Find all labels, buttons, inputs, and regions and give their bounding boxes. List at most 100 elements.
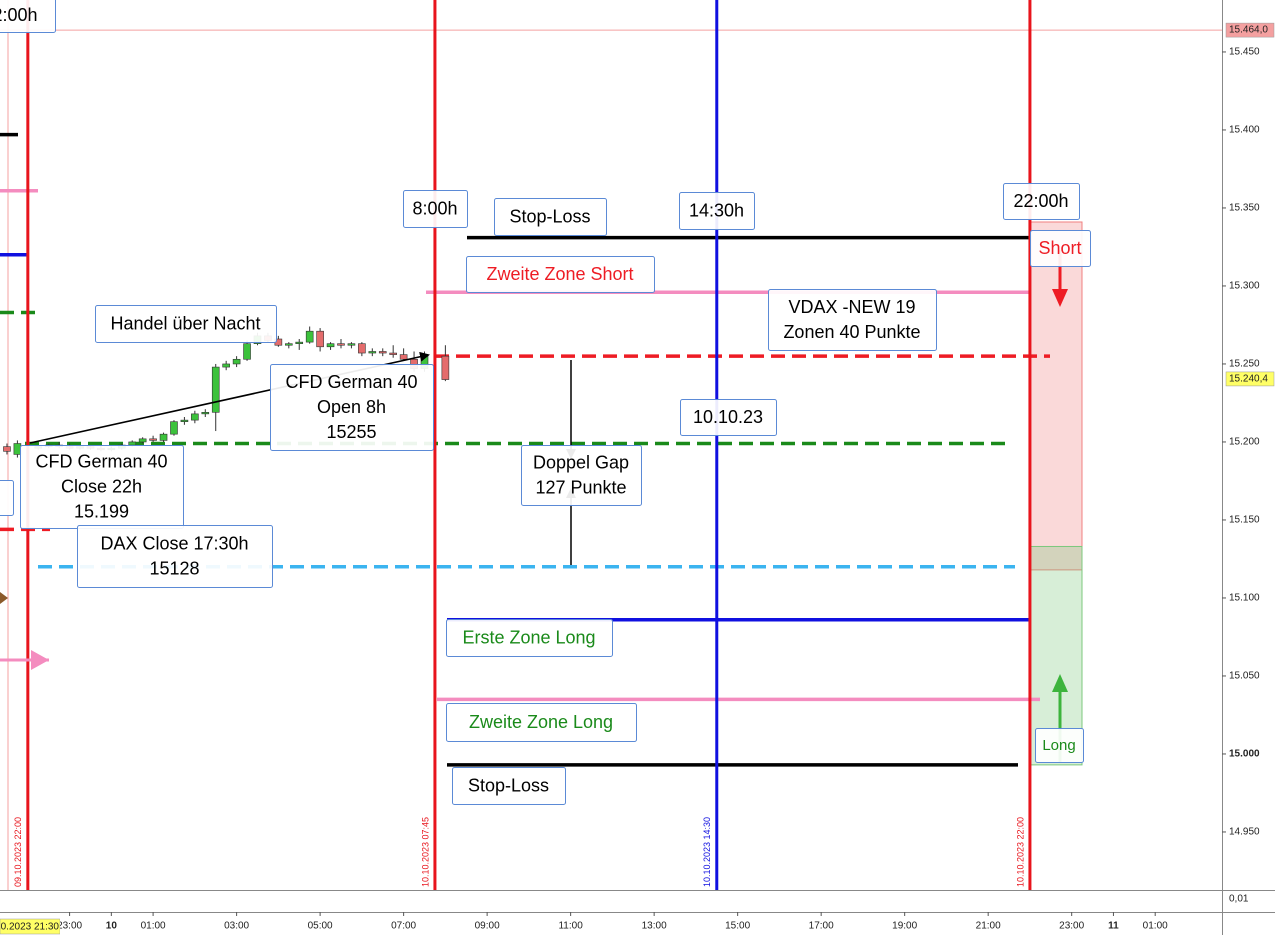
annotation-text: Erste Zone Long bbox=[462, 627, 595, 647]
annotation-text: Long bbox=[1042, 737, 1075, 754]
y-tick-label: 15.100 bbox=[1229, 593, 1260, 604]
candle-body bbox=[180, 419, 189, 422]
y-tick-label: 15.050 bbox=[1229, 671, 1260, 682]
position-zone bbox=[1029, 221, 1083, 571]
x-tick-label: 21:00 bbox=[976, 921, 1001, 932]
price-mark-label: 15.464,0 bbox=[1229, 25, 1268, 36]
x-tick-label: 13:00 bbox=[642, 921, 667, 932]
annotation-text: CFD German 40 bbox=[35, 451, 167, 471]
candle-body bbox=[170, 421, 178, 435]
annotation-text: 10.10.23 bbox=[693, 407, 763, 427]
annotation-box bbox=[270, 364, 434, 451]
annotation-text: Open 8h bbox=[317, 397, 386, 417]
annotation-box bbox=[446, 703, 637, 742]
candle-body bbox=[243, 343, 251, 360]
x-tick-label: 11 bbox=[1108, 921, 1119, 932]
candle-body bbox=[368, 351, 377, 354]
annotation-box bbox=[494, 198, 607, 236]
price-mark-bg bbox=[1225, 371, 1275, 387]
x-tick-label: 17:00 bbox=[809, 921, 834, 932]
annotation-text: 15128 bbox=[149, 558, 199, 578]
y-tick-label: 15.150 bbox=[1229, 515, 1260, 526]
annotation-text: Stop-Loss bbox=[468, 775, 549, 795]
x-tick-label: 15:00 bbox=[725, 921, 750, 932]
candle-body bbox=[128, 441, 137, 446]
candle-body bbox=[378, 351, 387, 354]
candle-body bbox=[284, 343, 293, 346]
annotation-text: 15.199 bbox=[74, 501, 129, 521]
y-tick-label: 15.200 bbox=[1229, 437, 1260, 448]
left-marker bbox=[0, 592, 8, 604]
x-tick-label: 01:00 bbox=[1143, 921, 1168, 932]
candle-body bbox=[191, 413, 199, 421]
cursor-time-label: 09.10.2023 21:30 bbox=[0, 922, 59, 933]
left-arrow-head bbox=[31, 650, 49, 670]
annotation-box bbox=[1003, 183, 1080, 220]
y-tick-label: 15.000 bbox=[1229, 749, 1260, 760]
annotation-text: Stop-Loss bbox=[509, 206, 590, 226]
candle-body bbox=[347, 343, 356, 346]
candle-body bbox=[149, 438, 157, 441]
plot-area: 09.10.2023 22:00 10.10.2023 07:45 10.10.20… bbox=[0, 0, 1222, 890]
x-tick-label: 09:00 bbox=[475, 921, 500, 932]
annotation-box bbox=[1035, 728, 1084, 763]
annotation-text: 8:00h bbox=[412, 198, 457, 218]
annotation-box bbox=[679, 192, 755, 230]
annotation-text: DAX Close 17:30h bbox=[100, 533, 248, 553]
annotation-text: 127 Punkte bbox=[535, 477, 626, 497]
x-tick-label: 07:00 bbox=[391, 921, 416, 932]
candle-body bbox=[3, 446, 11, 452]
candle-body bbox=[232, 358, 241, 365]
annotation-text: Zweite Zone Short bbox=[486, 264, 633, 284]
candle-body bbox=[295, 341, 304, 344]
annotation-text: Zweite Zone Long bbox=[469, 712, 613, 732]
candle-body bbox=[159, 433, 168, 441]
annotation-text: Short bbox=[1038, 238, 1081, 258]
candle-body bbox=[13, 443, 22, 455]
y-tick-label: 15.300 bbox=[1229, 281, 1260, 292]
annotation-box bbox=[95, 305, 277, 343]
x-tick-label: 11:00 bbox=[558, 921, 583, 932]
x-tick-label: 01:00 bbox=[141, 921, 166, 932]
annotation-box bbox=[466, 256, 655, 293]
candle-body bbox=[211, 366, 220, 413]
annotation-box bbox=[521, 445, 642, 506]
price-mark-label: 15.240,4 bbox=[1229, 374, 1268, 385]
time-line-label: 09.10.2023 22:00 bbox=[13, 817, 23, 887]
annotation-text: Doppel Gap bbox=[533, 452, 629, 472]
time-line-label: 10.10.2023 22:00 bbox=[1015, 817, 1025, 887]
candle-body bbox=[441, 355, 450, 380]
time-line-label: 10.10.2023 07:45 bbox=[420, 817, 430, 887]
x-tick-label: 23:00 bbox=[1059, 921, 1084, 932]
candle-body bbox=[358, 343, 366, 354]
annotation-text: 22:00h bbox=[1013, 191, 1068, 211]
y-tick-label: 15.400 bbox=[1229, 125, 1260, 136]
annotation-box bbox=[403, 190, 468, 228]
annotation-box bbox=[768, 289, 937, 351]
candle-body bbox=[222, 363, 230, 368]
annotation-text: VDAX -NEW 19 bbox=[788, 297, 915, 317]
annotation-box bbox=[77, 525, 273, 588]
annotation-box bbox=[452, 767, 566, 805]
x-tick-label: 10 bbox=[106, 921, 118, 932]
annotation-text: 2:00h bbox=[0, 5, 38, 25]
candle-body bbox=[389, 352, 397, 355]
annotation-text: Zonen 40 Punkte bbox=[783, 322, 920, 342]
annotation-text: 15255 bbox=[326, 422, 376, 442]
x-tick-label: 23:00 bbox=[57, 921, 82, 932]
annotation-text: Close 22h bbox=[61, 476, 142, 496]
annotation-text: 14:30h bbox=[689, 200, 744, 220]
candle-body bbox=[138, 438, 147, 443]
annotation-text: Handel über Nacht bbox=[110, 313, 260, 333]
annotation-box bbox=[446, 619, 613, 657]
time-line-label: 10.10.2023 14:30 bbox=[702, 817, 712, 887]
x-tick-label: 05:00 bbox=[308, 921, 333, 932]
x-tick-label: 19:00 bbox=[892, 921, 917, 932]
y-tick-label: 15.250 bbox=[1229, 359, 1260, 370]
candle-body bbox=[201, 412, 210, 415]
x-tick-label: 03:00 bbox=[224, 921, 249, 932]
candle-body bbox=[326, 343, 335, 348]
subpanel-label: 0,01 bbox=[1229, 894, 1249, 905]
